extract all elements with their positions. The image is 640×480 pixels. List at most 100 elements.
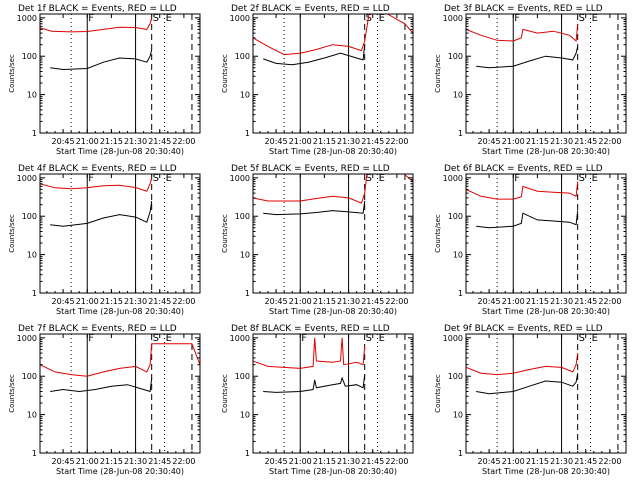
event-marker-label: E	[592, 13, 598, 24]
y-axis-label: Counts/sec	[434, 214, 442, 253]
series-line-events	[263, 200, 366, 216]
series-line-events	[263, 374, 366, 393]
y-tick-label: 1000	[17, 174, 37, 183]
x-tick-label: 22:00	[385, 457, 408, 466]
x-axis-label: Start Time (28-Jun-08 20:30:40)	[482, 467, 610, 476]
plot-frame	[465, 13, 627, 134]
x-tick-label: 21:15	[313, 297, 336, 306]
x-tick-label: 21:30	[337, 137, 360, 146]
x-axis-label: Start Time (28-Jun-08 20:30:40)	[269, 307, 397, 316]
x-tick-label: 21:00	[502, 297, 525, 306]
plot-frame	[39, 13, 201, 134]
panel-title: Det 3f BLACK = Events, RED = LLD	[444, 4, 603, 14]
x-tick-label: 21:15	[313, 457, 336, 466]
event-marker-label: S	[153, 173, 159, 184]
event-marker-label: F	[514, 13, 520, 24]
x-tick-label: 21:15	[100, 137, 123, 146]
x-tick-label: 20:45	[265, 137, 288, 146]
panel-title: Det 6f BLACK = Events, RED = LLD	[444, 164, 603, 174]
event-marker-label: S	[579, 333, 585, 344]
x-tick-label: 21:30	[550, 297, 573, 306]
event-marker-label: E	[592, 333, 598, 344]
y-tick-label: 100	[448, 52, 463, 61]
x-tick-label: 20:45	[265, 457, 288, 466]
x-tick-label: 21:30	[124, 137, 147, 146]
x-axis-label: Start Time (28-Jun-08 20:30:40)	[56, 467, 184, 476]
x-tick-label: 20:45	[478, 297, 501, 306]
event-marker-label: E	[379, 173, 385, 184]
x-tick-label: 20:45	[52, 137, 75, 146]
y-tick-label: 1	[245, 449, 250, 458]
y-tick-label: 1	[458, 289, 463, 298]
y-tick-label: 100	[448, 212, 463, 221]
x-tick-label: 21:45	[574, 137, 597, 146]
series-line-lld	[40, 177, 153, 192]
x-tick-label: 21:30	[337, 457, 360, 466]
panel-title: Det 8f BLACK = Events, RED = LLD	[231, 324, 390, 334]
panel-title: Det 5f BLACK = Events, RED = LLD	[231, 164, 390, 174]
x-tick-label: 22:00	[598, 457, 621, 466]
series-line-events	[476, 46, 579, 69]
event-marker-label: E	[379, 333, 385, 344]
x-tick-label: 21:45	[574, 457, 597, 466]
x-axis-label: Start Time (28-Jun-08 20:30:40)	[56, 307, 184, 316]
plot-frame	[39, 173, 201, 294]
y-tick-label: 1	[32, 289, 37, 298]
y-tick-label: 1000	[230, 334, 250, 343]
x-tick-label: 21:30	[337, 297, 360, 306]
x-tick-label: 21:15	[526, 297, 549, 306]
y-tick-label: 100	[22, 212, 37, 221]
event-marker-label: S	[579, 13, 585, 24]
y-tick-label: 10	[240, 251, 250, 260]
plot-frame	[252, 13, 414, 134]
event-marker-label: S	[366, 333, 372, 344]
y-tick-label: 1000	[17, 14, 37, 23]
x-tick-label: 22:00	[172, 297, 195, 306]
y-axis-label: Counts/sec	[8, 54, 16, 93]
x-tick-label: 22:00	[598, 297, 621, 306]
y-tick-label: 1000	[17, 334, 37, 343]
series-line-events	[50, 49, 153, 71]
series-line-lld	[466, 353, 579, 376]
series-line-lld	[253, 174, 413, 204]
series-line-events	[476, 210, 579, 229]
event-marker-label: F	[514, 173, 520, 184]
panel-title: Det 9f BLACK = Events, RED = LLD	[444, 324, 603, 334]
x-tick-label: 21:00	[289, 297, 312, 306]
event-marker-label: F	[88, 333, 94, 344]
y-axis-label: Counts/sec	[434, 374, 442, 413]
x-tick-label: 21:15	[100, 457, 123, 466]
x-tick-label: 21:45	[148, 137, 171, 146]
y-tick-label: 100	[22, 52, 37, 61]
event-marker-label: E	[379, 13, 385, 24]
event-marker-label: E	[166, 13, 172, 24]
y-tick-label: 10	[453, 91, 463, 100]
y-axis-label: Counts/sec	[434, 54, 442, 93]
x-tick-label: 20:45	[265, 297, 288, 306]
y-tick-label: 100	[22, 372, 37, 381]
y-tick-label: 100	[448, 372, 463, 381]
x-tick-label: 21:00	[289, 137, 312, 146]
event-marker-label: E	[592, 173, 598, 184]
y-axis-label: Counts/sec	[8, 214, 16, 253]
x-tick-label: 21:15	[100, 297, 123, 306]
x-tick-label: 21:30	[550, 457, 573, 466]
y-tick-label: 10	[453, 411, 463, 420]
x-axis-label: Start Time (28-Jun-08 20:30:40)	[269, 147, 397, 156]
event-marker-label: E	[166, 333, 172, 344]
y-tick-label: 10	[240, 411, 250, 420]
event-marker-label: S	[153, 333, 159, 344]
y-tick-label: 1000	[230, 174, 250, 183]
x-tick-label: 22:00	[598, 137, 621, 146]
x-tick-label: 20:45	[478, 137, 501, 146]
y-axis-label: Counts/sec	[221, 374, 229, 413]
x-axis-label: Start Time (28-Jun-08 20:30:40)	[56, 147, 184, 156]
y-axis-label: Counts/sec	[221, 54, 229, 93]
x-tick-label: 21:30	[124, 297, 147, 306]
